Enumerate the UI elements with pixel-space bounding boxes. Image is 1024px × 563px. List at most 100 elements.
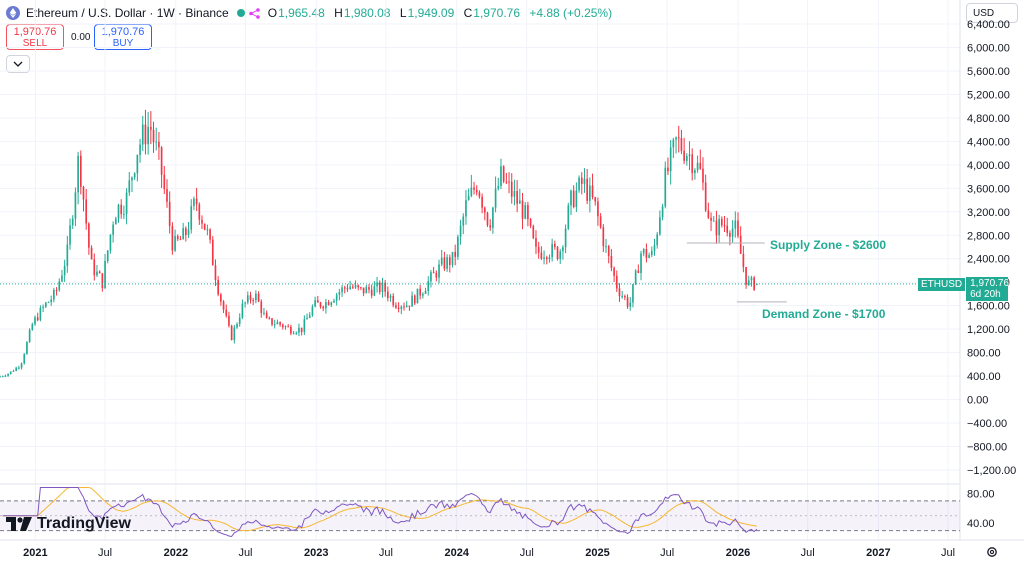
price-tick-label: 1,600.00 — [967, 301, 1010, 313]
candle-body — [446, 257, 448, 269]
candle-body — [123, 213, 125, 215]
candle-body — [694, 170, 696, 174]
candle-body — [675, 137, 677, 140]
candle-body — [438, 264, 440, 278]
candle-body — [422, 293, 424, 296]
candle-body — [737, 220, 739, 236]
price-tick-label: 4,800.00 — [967, 113, 1010, 125]
candle-body — [354, 285, 357, 288]
candle-body — [551, 243, 553, 258]
candle-body — [257, 293, 260, 302]
candle-body — [327, 302, 330, 306]
candle-body — [195, 198, 198, 205]
candle-body — [505, 181, 508, 183]
candle-body — [252, 300, 255, 302]
settings-gear-icon[interactable] — [986, 546, 998, 558]
candle-body — [540, 252, 543, 259]
candle-body — [583, 178, 586, 184]
candle-body — [656, 234, 659, 246]
candle-body — [101, 273, 104, 289]
time-tick-label: Jul — [379, 547, 393, 559]
time-tick-label: 2027 — [866, 547, 890, 559]
candle-body — [360, 287, 362, 289]
candle-body — [311, 306, 314, 316]
candle-body — [300, 327, 303, 332]
candle-body — [392, 295, 395, 306]
time-tick-label: Jul — [98, 547, 112, 559]
time-tick-label: Jul — [238, 547, 252, 559]
candle-body — [640, 253, 642, 274]
candle-body — [753, 277, 755, 290]
candle-body — [726, 225, 729, 233]
time-tick-label: Jul — [801, 547, 815, 559]
candle-body — [408, 305, 411, 307]
candle-body — [543, 257, 545, 259]
candle-body — [136, 154, 139, 174]
candle-body — [435, 272, 438, 278]
candle-body — [586, 178, 588, 201]
currency-selector[interactable]: USD — [966, 3, 1018, 23]
candle-body — [228, 315, 230, 326]
candle-body — [632, 284, 634, 303]
candle-body — [206, 229, 209, 231]
price-tick-label: 5,600.00 — [967, 66, 1010, 78]
candle-body — [31, 324, 34, 331]
candle-body — [572, 190, 575, 208]
candle-body — [448, 257, 451, 265]
candle-body — [513, 191, 516, 197]
candle-body — [545, 257, 548, 260]
candle-body — [734, 220, 737, 229]
candle-body — [343, 287, 346, 289]
candle-body — [427, 281, 430, 292]
candle-body — [637, 270, 640, 274]
collapse-legend-button[interactable] — [6, 55, 30, 73]
candle-body — [338, 292, 341, 295]
candle-body — [478, 192, 481, 197]
candle-body — [580, 177, 583, 184]
time-tick-label: Jul — [941, 547, 955, 559]
candle-body — [704, 182, 707, 211]
candle-body — [432, 272, 435, 274]
candle-body — [263, 312, 265, 314]
candle-body — [55, 289, 58, 291]
candle-body — [470, 187, 473, 196]
candle-body — [77, 155, 79, 193]
candle-body — [516, 191, 518, 204]
supply-zone-label: Supply Zone - $2600 — [770, 238, 886, 252]
candle-body — [527, 205, 529, 220]
candle-body — [133, 173, 136, 178]
candle-body — [104, 261, 106, 289]
candle-body — [0, 376, 1, 378]
candle-body — [265, 312, 268, 319]
candle-body — [34, 317, 36, 325]
candle-body — [85, 199, 88, 224]
candle-body — [225, 309, 228, 316]
candle-body — [125, 192, 128, 214]
candle-body — [28, 330, 31, 343]
candle-body — [330, 302, 333, 306]
share-icon[interactable] — [248, 7, 260, 19]
candle-body — [61, 275, 63, 282]
candle-body — [276, 322, 279, 325]
rsi-tick-label: 40.00 — [967, 518, 995, 530]
candle-body — [149, 126, 152, 130]
candle-body — [610, 255, 613, 268]
candle-body — [594, 197, 597, 202]
time-tick-label: 2025 — [585, 547, 609, 559]
candle-body — [141, 124, 144, 145]
candle-body — [731, 228, 734, 237]
status-icons[interactable] — [236, 7, 260, 19]
candle-body — [554, 243, 556, 248]
candle-body — [47, 302, 50, 304]
candle-body — [147, 126, 149, 145]
candle-body — [244, 302, 246, 304]
candle-body — [287, 326, 290, 328]
pair-title[interactable]: Ethereum / U.S. Dollar · 1W · Binance — [26, 6, 229, 20]
candle-body — [680, 138, 683, 151]
price-tick-label: 4,400.00 — [967, 136, 1010, 148]
candle-body — [712, 220, 715, 222]
candle-body — [659, 217, 661, 235]
candle-body — [650, 250, 653, 256]
candle-body — [597, 201, 599, 217]
